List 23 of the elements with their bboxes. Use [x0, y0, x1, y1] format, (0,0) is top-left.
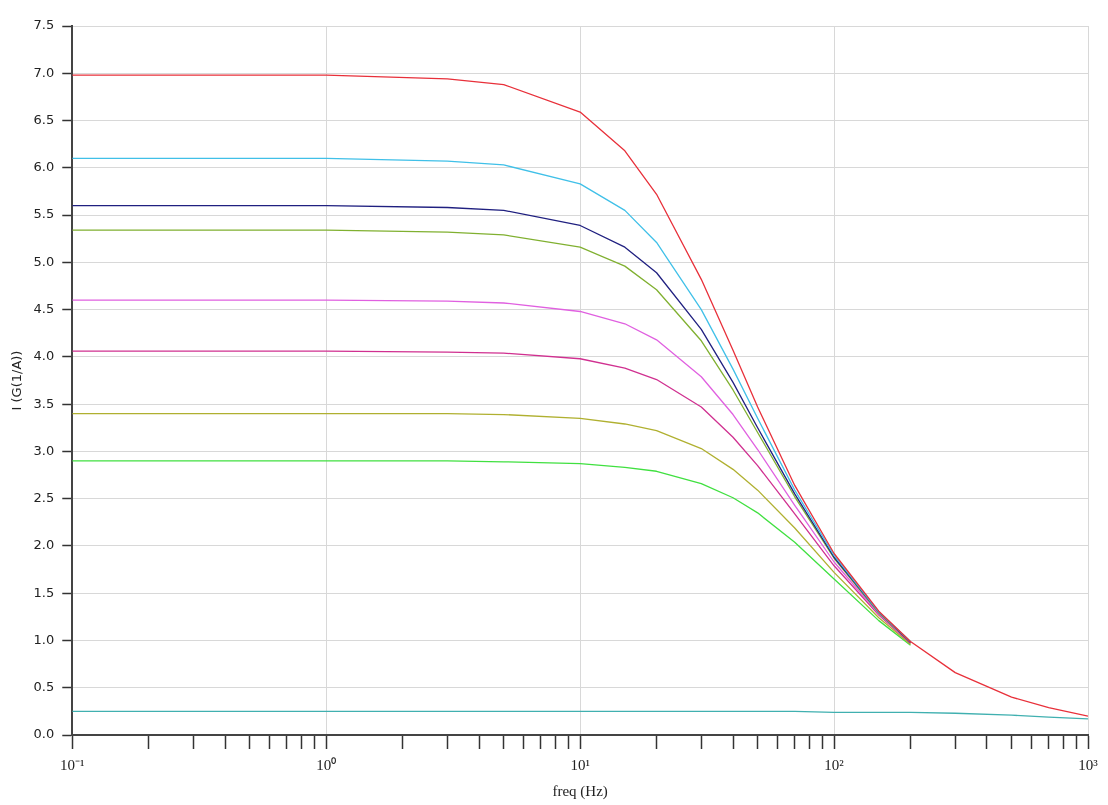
- y-tick-label: 6.5: [33, 111, 55, 127]
- y-tick-label: 3.0: [33, 442, 55, 458]
- y-tick-label: 5.5: [33, 206, 55, 222]
- y-tick-label: 2.0: [33, 537, 55, 553]
- y-tick-label: 6.0: [33, 159, 55, 175]
- y-tick-label: 3.5: [33, 395, 55, 411]
- y-tick-label: 7.5: [33, 17, 55, 33]
- y-tick-label: 4.0: [33, 348, 55, 364]
- y-tick-label: 0.5: [33, 679, 55, 695]
- x-tick-label: 10¹: [570, 756, 590, 773]
- x-tick-label: 10⁰: [316, 756, 337, 773]
- y-tick-label: 7.0: [33, 64, 55, 80]
- y-tick-label: 1.0: [33, 631, 55, 647]
- y-tick-label: 5.0: [33, 253, 55, 269]
- y-tick-label: 1.5: [33, 584, 55, 600]
- y-tick-label: 4.5: [33, 300, 55, 316]
- y-tick-label: 0.0: [33, 726, 55, 742]
- y-tick-label: 2.5: [33, 490, 55, 506]
- x-tick-label: 10²: [824, 756, 845, 773]
- x-axis-title: freq (Hz): [552, 782, 608, 800]
- x-tick-label: 10⁻¹: [60, 756, 85, 773]
- y-axis-title: I (G(1/A)): [9, 350, 25, 411]
- x-tick-label: 10³: [1078, 756, 1099, 773]
